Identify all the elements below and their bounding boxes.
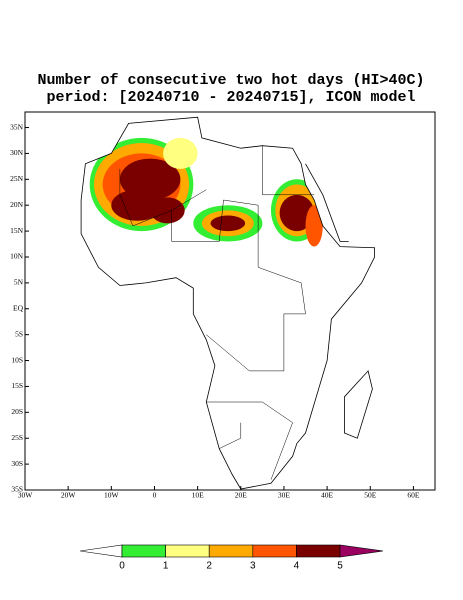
hot-area: [119, 158, 181, 201]
lat-tick-label: 5S: [15, 329, 23, 338]
lon-tick-label: 30E: [278, 491, 291, 500]
lat-tick-label: 30S: [11, 459, 23, 468]
colorbar-box: [252, 544, 297, 558]
colorbar: 0 1 2 3 4 5: [79, 544, 384, 572]
border: [119, 169, 207, 227]
border: [171, 199, 259, 268]
colorbar-label: 5: [337, 561, 343, 572]
lon-tick-label: 30W: [18, 491, 34, 500]
lon-tick-label: 20W: [61, 491, 77, 500]
lon-tick-label: 60E: [407, 491, 420, 500]
hot-areas: [89, 137, 323, 247]
map: 35N 30N 25N 20N 15N 10N 5N EQ 5S 10S 15S 20S 25S 30S 3…: [10, 111, 436, 500]
colorbar-label: 0: [119, 561, 125, 572]
title-line: Number of consecutive two hot days (HI>4…: [37, 72, 424, 89]
title-line: period: [20240710 - 20240715], ICON mode…: [46, 89, 415, 106]
hot-area: [163, 137, 198, 169]
hot-area: [305, 205, 323, 247]
lon-tick-label: 50E: [364, 491, 377, 500]
lon-tick-label: 10W: [104, 491, 120, 500]
hot-area: [111, 189, 164, 221]
lat-tick-label: 20S: [11, 407, 23, 416]
africa-coast: [80, 116, 376, 490]
colorbar-box: [208, 544, 254, 558]
lat-tick-label: 20N: [10, 200, 24, 209]
lon-tick-label: 0: [153, 491, 157, 500]
colorbar-box: [165, 544, 210, 558]
colorbar-label: 1: [163, 561, 169, 572]
hot-area: [279, 194, 315, 232]
colorbar-low: [79, 544, 123, 558]
lat-tick-label: 10S: [11, 355, 23, 364]
lat-tick-label: 35N: [10, 122, 24, 131]
lat-tick-label: 30N: [10, 148, 24, 157]
madagascar: [343, 370, 373, 439]
arabia-coast: [305, 163, 349, 242]
lat-tick-label: 25S: [11, 433, 23, 442]
lat-tick-label: 15N: [10, 226, 24, 235]
border: [219, 422, 242, 449]
lon-tick-label: 20E: [235, 491, 248, 500]
lat-tick-label: 10N: [10, 252, 24, 261]
colorbar-label: 4: [294, 561, 300, 572]
hot-area: [150, 197, 185, 224]
hot-area: [210, 215, 246, 232]
colorbar-high: [339, 544, 384, 558]
colorbar-label: 2: [206, 561, 212, 572]
colorbar-label: 3: [250, 561, 256, 572]
lat-tick-label: 35S: [11, 485, 23, 494]
lat-tick-label: 15S: [11, 381, 23, 390]
lon-tick-label: 10E: [192, 491, 205, 500]
lat-tick-label: 5N: [14, 278, 24, 287]
lat-tick-label: 25N: [10, 174, 24, 183]
border: [262, 145, 315, 196]
lon-tick-label: 40E: [321, 491, 334, 500]
colorbar-box: [296, 544, 341, 558]
map-frame: [24, 111, 436, 491]
border: [206, 267, 306, 372]
colorbar-box: [121, 544, 166, 558]
lat-tick-label: EQ: [13, 303, 24, 312]
border: [206, 401, 293, 480]
